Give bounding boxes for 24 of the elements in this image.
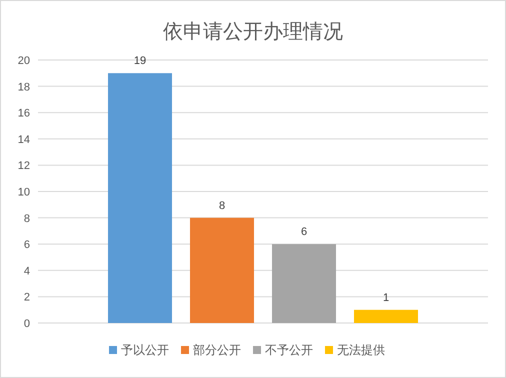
y-tick-label: 8 [24,212,30,225]
y-tick-label: 14 [18,134,30,146]
bar [272,244,336,323]
legend-label: 予以公开 [121,343,169,357]
y-tick-label: 20 [18,55,30,67]
legend-label: 不予公开 [265,343,313,357]
y-tick-label: 12 [18,160,30,172]
data-label: 6 [300,226,308,238]
y-tick-label: 0 [24,318,30,330]
legend-label: 无法提供 [337,343,385,357]
chart-title: 依申请公开办理情况 [163,21,343,43]
bar [108,73,172,323]
data-label: 8 [218,200,226,212]
y-tick-label: 4 [24,265,30,278]
y-tick-label: 18 [18,81,30,94]
bar [354,310,418,323]
legend-label: 部分公开 [193,343,241,357]
y-tick-label: 2 [24,292,30,304]
y-tick-label: 10 [18,186,30,198]
data-label: 19 [134,55,146,68]
bar [190,218,254,323]
data-label: 1 [382,292,390,304]
y-tick-label: 6 [24,239,30,252]
y-tick-label: 16 [18,108,30,120]
